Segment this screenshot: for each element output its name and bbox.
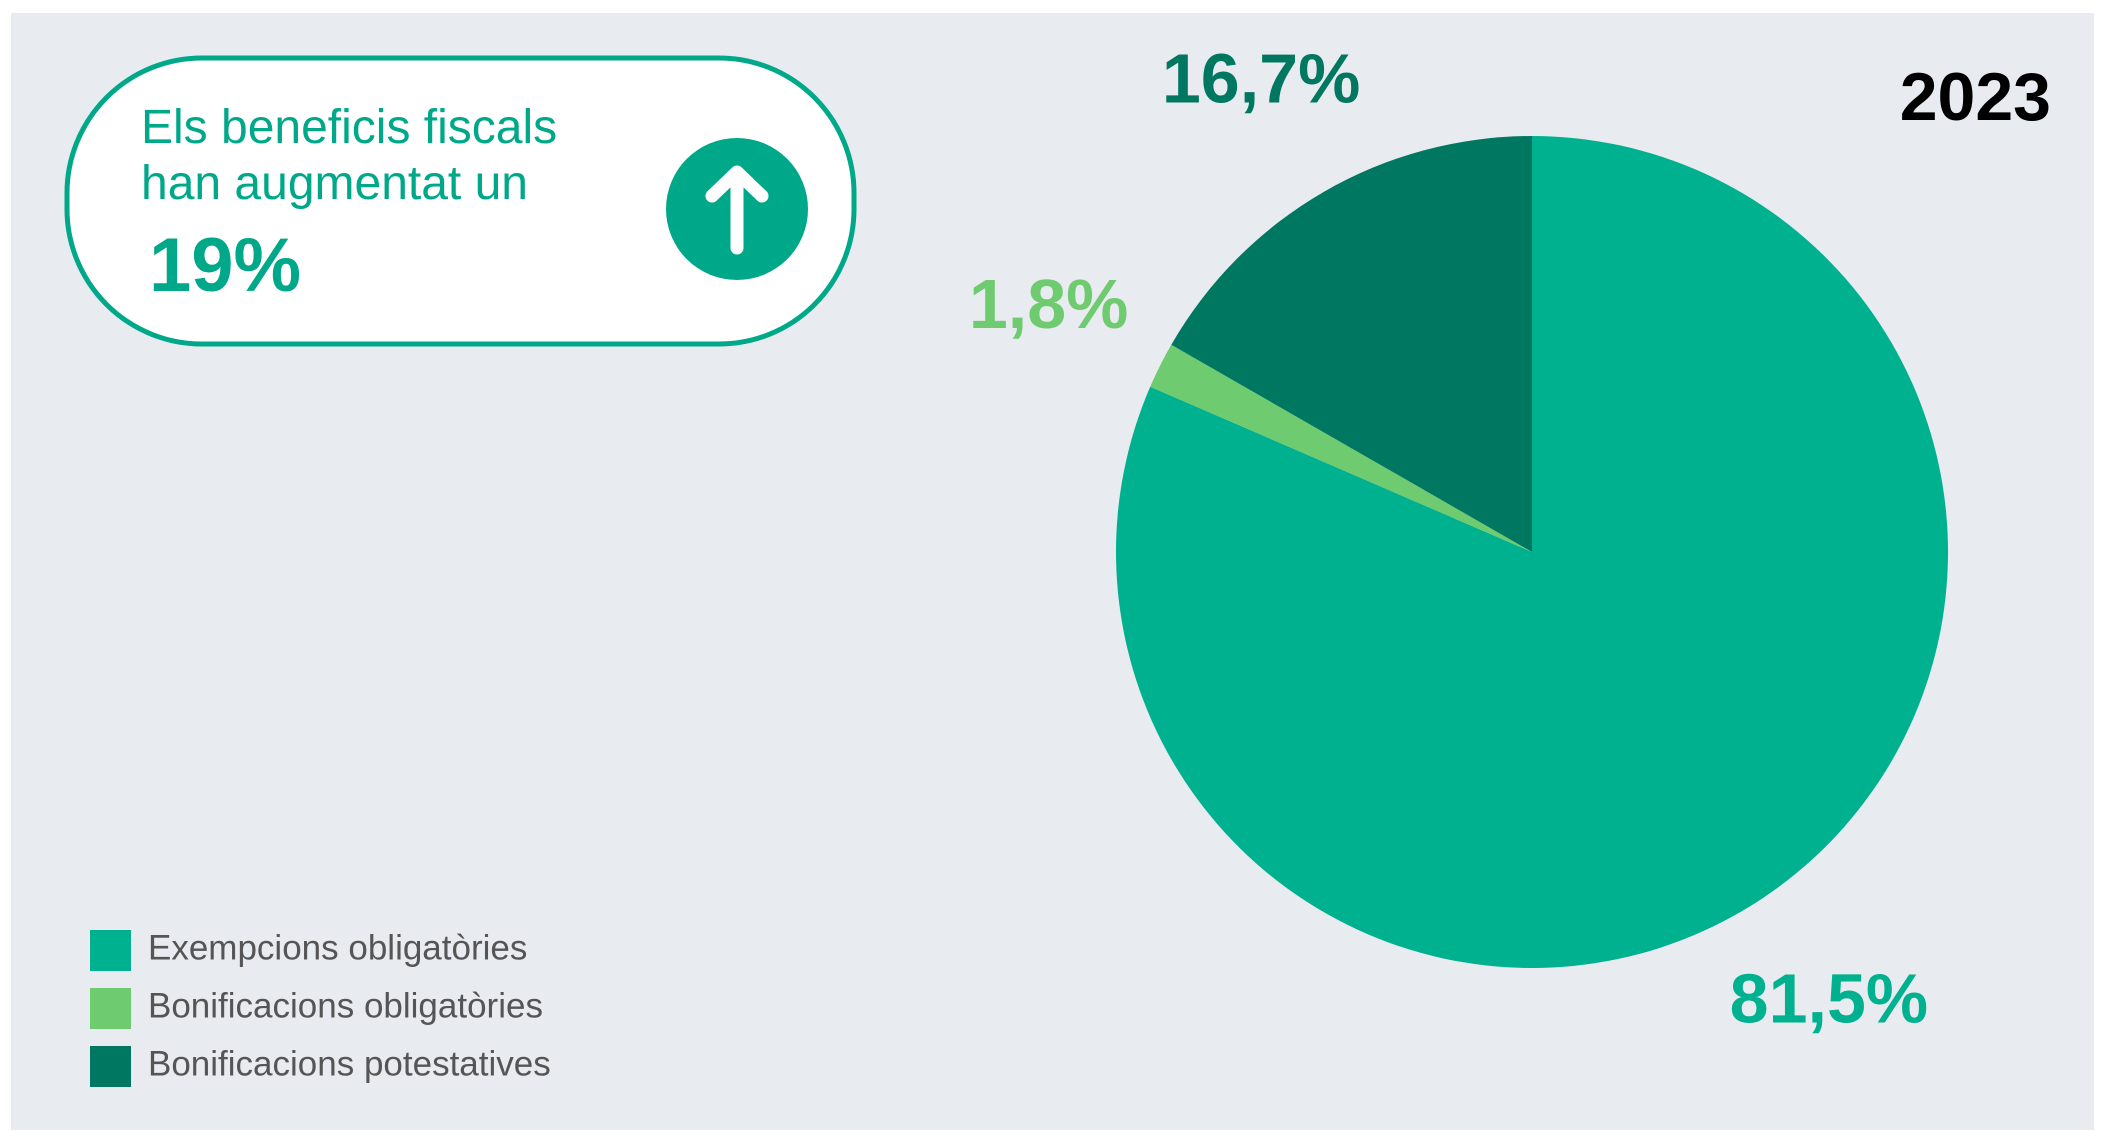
legend-swatch	[90, 1046, 131, 1087]
legend-label: Bonificacions potestatives	[148, 1044, 551, 1083]
data-label: 81,5%	[1730, 959, 1928, 1037]
callout-value: 19%	[149, 223, 301, 308]
pie-slice	[1171, 136, 1532, 552]
pie-slice	[1116, 136, 1949, 968]
legend-swatch	[90, 988, 131, 1029]
chart-title: 2023	[1900, 59, 2051, 135]
callout-box	[64, 55, 857, 347]
pie-slice	[1150, 344, 1532, 552]
data-label: 16,7%	[1162, 39, 1360, 117]
legend-label: Bonificacions obligatòries	[148, 986, 543, 1025]
callout-text: Els beneficis fiscals han augmentat un	[141, 101, 558, 210]
up-arrow	[705, 165, 769, 255]
data-label: 1,8%	[969, 265, 1129, 343]
legend-label: Exempcions obligatòries	[148, 928, 527, 967]
legend-swatch	[90, 930, 131, 971]
